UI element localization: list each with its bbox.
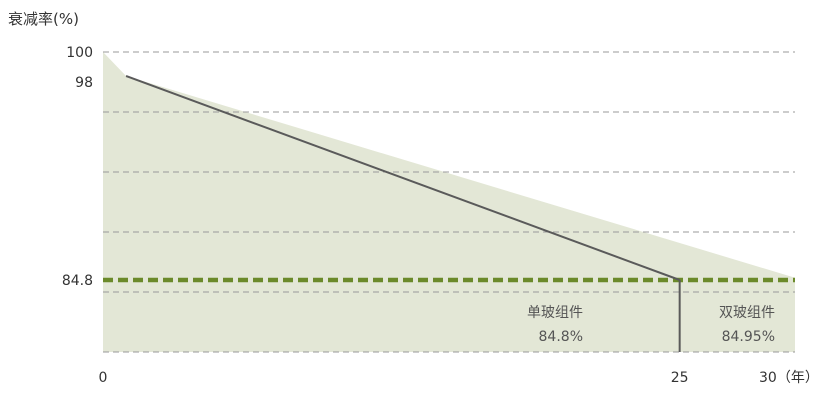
- series-value-label: 84.8%: [539, 329, 583, 345]
- x-tick-label: 30（年）: [759, 370, 819, 386]
- area-layer: [103, 52, 795, 352]
- x-tick-label: 0: [99, 370, 108, 386]
- x-tick-label: 25: [671, 370, 689, 386]
- series-name-label: 双玻组件: [719, 305, 775, 321]
- series-name-label: 单玻组件: [527, 305, 583, 321]
- label-layer: 100 98 84.8 0 25 30（年） 双玻组件 84.95% 单玻组件 84.8%: [62, 45, 819, 386]
- series-value-label: 84.95%: [722, 329, 775, 345]
- y-tick-label: 84.8: [62, 273, 93, 289]
- y-axis-label: 衰减率(%): [8, 10, 79, 28]
- y-tick-label: 100: [66, 45, 93, 61]
- y-tick-label: 98: [75, 75, 93, 91]
- line-series-1: [125, 75, 681, 281]
- area-series-0: [103, 52, 795, 352]
- grid-layer: [103, 51, 795, 353]
- line-layer: [125, 75, 681, 352]
